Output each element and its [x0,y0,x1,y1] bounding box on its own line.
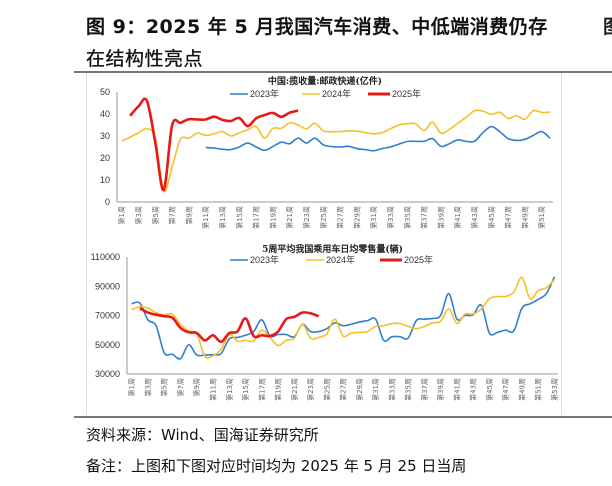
y-tick-label: 110000 [91,252,120,262]
x-tick-label: 第41周 [453,206,462,229]
x-tick-label: 第33周 [386,206,395,229]
y-tick-label: 30000 [95,369,120,379]
legend-label: 2024年 [326,254,355,265]
x-tick-label: 第41周 [452,378,461,401]
x-tick-label: 第45周 [485,378,494,401]
series-line-2024年 [131,276,556,359]
chart-title: 中国:揽收量:邮政快递(亿件) [268,75,382,87]
x-tick-label: 第31周 [369,206,378,229]
series-line-2023年 [205,125,551,152]
y-tick-label: 10 [100,175,110,185]
x-tick-label: 第7周 [168,206,177,224]
x-tick-label: 第15周 [235,206,244,229]
y-tick-label: 40 [100,109,110,119]
x-tick-label: 第21周 [290,378,299,401]
x-tick-label: 第33周 [387,378,396,401]
x-tick-label: 第51周 [537,206,546,229]
figure-title-line2: 在结构性亮点 [86,48,204,70]
x-tick-label: 第49周 [517,378,526,401]
x-tick-label: 第7周 [176,378,185,396]
note-text: 备注：上图和下图对应时间均为 2025 年 5 月 25 日当周 [86,457,467,475]
x-tick-label: 第23周 [306,378,315,401]
x-tick-label: 第9周 [192,378,201,396]
x-tick-label: 第23周 [302,206,311,229]
x-tick-label: 第29周 [352,206,361,229]
x-tick-label: 第53周 [550,378,559,401]
series-line-2025年 [129,97,299,192]
x-tick-label: 第39周 [436,378,445,401]
legend-label: 2025年 [404,254,433,265]
chart-frame [86,73,562,415]
x-tick-label: 第43周 [469,378,478,401]
bottom-divider [74,416,612,418]
x-tick-label: 第47周 [501,378,510,401]
legend-label: 2023年 [250,254,279,265]
x-tick-label: 第5周 [160,378,169,396]
series-line-2023年 [131,276,556,360]
x-tick-label: 第19周 [268,206,277,229]
x-tick-label: 第29周 [355,378,364,401]
x-tick-label: 第35周 [403,206,412,229]
y-tick-label: 0 [105,197,110,207]
x-tick-label: 第19周 [274,378,283,401]
x-tick-label: 第27周 [339,378,348,401]
x-tick-label: 第21周 [285,206,294,229]
legend-label: 2023年 [250,88,279,99]
figure-title-line1: 图 9：2025 年 5 月我国汽车消费、中低端消费仍存 [86,16,548,38]
legend-label: 2024年 [322,88,351,99]
y-tick-label: 50 [100,87,110,97]
x-tick-label: 第5周 [151,206,160,224]
x-tick-label: 第1周 [127,378,136,396]
top-divider [74,71,612,73]
x-tick-label: 第11周 [209,378,218,401]
series-line-2025年 [139,307,320,344]
x-tick-label: 第3周 [143,378,152,396]
x-tick-label: 第51周 [534,378,543,401]
x-tick-label: 第17周 [257,378,266,401]
legend-label: 2025年 [392,88,421,99]
x-tick-label: 第27周 [336,206,345,229]
x-tick-label: 第15周 [241,378,250,401]
x-tick-label: 第25周 [319,206,328,229]
x-tick-label: 第17周 [252,206,261,229]
x-tick-label: 第13周 [218,206,227,229]
x-tick-label: 第37周 [420,206,429,229]
x-tick-label: 第43周 [470,206,479,229]
x-tick-label: 第31周 [371,378,380,401]
x-tick-label: 第25周 [322,378,331,401]
y-tick-label: 30 [100,131,110,141]
chart-title: 5周平均我国乘用车日均零售量(辆) [262,243,403,255]
x-tick-label: 第1周 [117,206,126,224]
x-tick-label: 第3周 [134,206,143,224]
adjacent-title-cut: 图 [603,12,612,39]
x-tick-label: 第47周 [504,206,513,229]
x-tick-label: 第13周 [225,378,234,401]
x-tick-label: 第45周 [487,206,496,229]
series-line-2024年 [121,109,551,193]
y-tick-label: 90000 [95,281,120,291]
x-tick-label: 第9周 [184,206,193,224]
x-tick-label: 第11周 [201,206,210,229]
x-tick-label: 第39周 [436,206,445,229]
y-tick-label: 70000 [95,311,120,321]
chart-2: 30000 50000 70000 90000 110000 第1周 第3周 第5周 第7周 第9… [91,243,559,401]
source-text: 资料来源：Wind、国海证券研究所 [86,426,319,444]
x-tick-label: 第37周 [420,378,429,401]
x-tick-label: 第35周 [404,378,413,401]
y-tick-label: 20 [100,153,110,163]
y-tick-label: 50000 [95,340,120,350]
x-tick-label: 第49周 [520,206,529,229]
